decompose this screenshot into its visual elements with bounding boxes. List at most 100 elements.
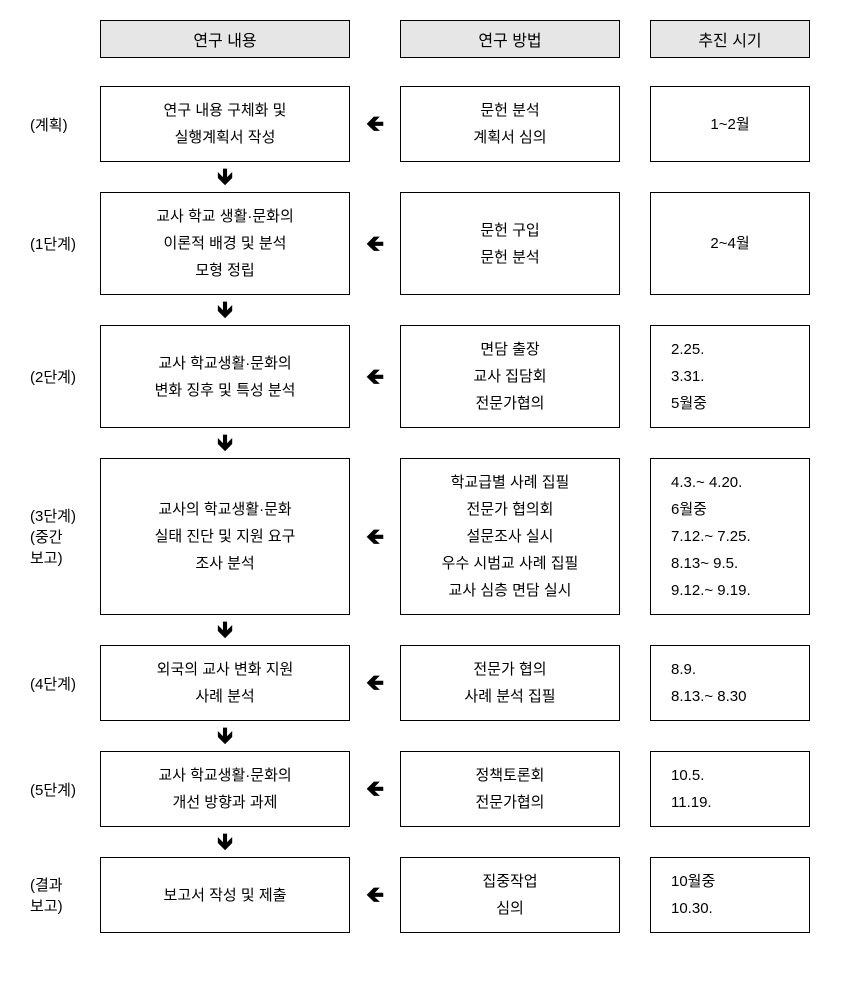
header-method-label: 연구 방법 <box>478 33 541 50</box>
content-line: 교사의 학교생활·문화 <box>158 496 291 523</box>
content-line: 연구 내용 구체화 및 <box>164 97 287 124</box>
method-line: 집중작업 <box>482 868 537 895</box>
time-line: 10월중 <box>671 868 715 895</box>
arrow-down-row: 🡻 <box>30 721 838 751</box>
method-line: 전문가협의 <box>475 390 544 417</box>
flow-row: (결과 보고) 보고서 작성 및 제출 🡸 집중작업심의 10월중10.30. <box>30 857 838 933</box>
method-line: 전문가협의 <box>475 789 544 816</box>
method-box: 학교급별 사례 집필전문가 협의회설문조사 실시우수 시범교 사례 집필교사 심… <box>400 458 620 615</box>
content-line: 교사 학교생활·문화의 <box>158 762 291 789</box>
content-line: 모형 정립 <box>195 257 254 284</box>
method-line: 문헌 분석 <box>480 244 539 271</box>
method-line: 정책토론회 <box>475 762 544 789</box>
flowchart: 연구 내용 연구 방법 추진 시기 (계획)연구 내용 구체화 및실행계획서 작… <box>30 20 838 933</box>
arrow-down-row: 🡻 <box>30 827 838 857</box>
content-line: 개선 방향과 과제 <box>173 789 278 816</box>
time-box: 2~4월 <box>650 192 810 295</box>
phase-label: (3단계) (중간 보고) <box>30 458 100 615</box>
header-row: 연구 내용 연구 방법 추진 시기 <box>30 20 838 58</box>
method-box: 전문가 협의사례 분석 집필 <box>400 645 620 721</box>
method-box: 정책토론회전문가협의 <box>400 751 620 827</box>
time-line: 8.9. <box>671 656 696 683</box>
arrow-down-icon: 🡻 <box>217 432 233 454</box>
content-line: 조사 분석 <box>195 550 254 577</box>
arrow-down-row: 🡻 <box>30 162 838 192</box>
time-line: 5월중 <box>671 390 707 417</box>
content-line: 변화 징후 및 특성 분석 <box>155 377 296 404</box>
arrow-down-icon: 🡻 <box>217 299 233 321</box>
method-box: 문헌 구입문헌 분석 <box>400 192 620 295</box>
time-line: 1~2월 <box>710 111 749 138</box>
method-line: 교사 집담회 <box>473 363 546 390</box>
flow-row: (5단계)교사 학교생활·문화의개선 방향과 과제🡸정책토론회전문가협의10.5… <box>30 751 838 827</box>
flow-row: (계획)연구 내용 구체화 및실행계획서 작성🡸문헌 분석계획서 심의1~2월 <box>30 86 838 162</box>
arrow-down-icon: 🡻 <box>217 166 233 188</box>
arrow-down-row: 🡻 <box>30 428 838 458</box>
arrow-down-icon: 🡻 <box>217 619 233 641</box>
arrow-left-icon: 🡸 <box>366 778 384 800</box>
time-line: 8.13~ 9.5. <box>671 550 738 577</box>
method-line: 교사 심층 면담 실시 <box>449 577 572 604</box>
header-time: 추진 시기 <box>650 20 810 58</box>
method-line: 전문가 협의 <box>473 656 546 683</box>
method-box: 문헌 분석계획서 심의 <box>400 86 620 162</box>
arrow-left-icon: 🡸 <box>366 113 384 135</box>
phase-label: (2단계) <box>30 325 100 428</box>
content-line: 보고서 작성 및 제출 <box>164 882 287 909</box>
content-box: 교사 학교생활·문화의개선 방향과 과제 <box>100 751 350 827</box>
method-line: 면담 출장 <box>480 336 539 363</box>
arrow-down-row: 🡻 <box>30 615 838 645</box>
method-line: 심의 <box>496 895 524 922</box>
method-line: 전문가 협의회 <box>467 496 554 523</box>
arrow-left-icon: 🡸 <box>366 526 384 548</box>
arrow-down-row: 🡻 <box>30 295 838 325</box>
content-box: 외국의 교사 변화 지원사례 분석 <box>100 645 350 721</box>
content-line: 이론적 배경 및 분석 <box>164 230 287 257</box>
method-line: 우수 시범교 사례 집필 <box>442 550 579 577</box>
method-line: 문헌 구입 <box>480 217 539 244</box>
method-line: 사례 분석 집필 <box>464 683 555 710</box>
time-line: 7.12.~ 7.25. <box>671 523 751 550</box>
header-content-label: 연구 내용 <box>193 33 256 50</box>
method-line: 설문조사 실시 <box>467 523 554 550</box>
content-line: 실태 진단 및 지원 요구 <box>155 523 296 550</box>
time-line: 4.3.~ 4.20. <box>671 469 742 496</box>
phase-label: (5단계) <box>30 751 100 827</box>
content-box: 보고서 작성 및 제출 <box>100 857 350 933</box>
arrow-left-icon: 🡸 <box>366 366 384 388</box>
arrow-left-icon: 🡸 <box>366 672 384 694</box>
arrow-left-icon: 🡸 <box>366 233 384 255</box>
flow-row: (2단계)교사 학교생활·문화의변화 징후 및 특성 분석🡸면담 출장교사 집담… <box>30 325 838 428</box>
time-line: 2.25. <box>671 336 704 363</box>
time-line: 11.19. <box>671 789 712 816</box>
header-content: 연구 내용 <box>100 20 350 58</box>
time-line: 9.12.~ 9.19. <box>671 577 751 604</box>
content-line: 외국의 교사 변화 지원 <box>157 656 294 683</box>
time-line: 6월중 <box>671 496 707 523</box>
time-box: 2.25.3.31.5월중 <box>650 325 810 428</box>
method-line: 문헌 분석 <box>480 97 539 124</box>
time-box: 8.9.8.13.~ 8.30 <box>650 645 810 721</box>
method-line: 학교급별 사례 집필 <box>451 469 570 496</box>
method-box: 면담 출장교사 집담회전문가협의 <box>400 325 620 428</box>
flow-row: (1단계) 교사 학교 생활·문화의이론적 배경 및 분석모형 정립 🡸 문헌 구입문… <box>30 192 838 295</box>
time-box: 10.5.11.19. <box>650 751 810 827</box>
phase-label: (1단계) <box>30 192 100 295</box>
content-line: 교사 학교생활·문화의 <box>158 350 291 377</box>
time-box: 10월중10.30. <box>650 857 810 933</box>
header-method: 연구 방법 <box>400 20 620 58</box>
phase-label: (결과 보고) <box>30 857 100 933</box>
time-line: 10.30. <box>671 895 713 922</box>
content-line: 실행계획서 작성 <box>175 124 276 151</box>
content-box: 교사 학교생활·문화의변화 징후 및 특성 분석 <box>100 325 350 428</box>
arrow-left-icon: 🡸 <box>366 884 384 906</box>
arrow-down-icon: 🡻 <box>217 831 233 853</box>
phase-label: (계획) <box>30 86 100 162</box>
time-box: 1~2월 <box>650 86 810 162</box>
content-line: 교사 학교 생활·문화의 <box>156 203 294 230</box>
time-line: 3.31. <box>671 363 704 390</box>
flow-row: (4단계)외국의 교사 변화 지원사례 분석🡸전문가 협의사례 분석 집필8.9… <box>30 645 838 721</box>
content-box: 연구 내용 구체화 및실행계획서 작성 <box>100 86 350 162</box>
method-box: 집중작업심의 <box>400 857 620 933</box>
time-line: 10.5. <box>671 762 704 789</box>
